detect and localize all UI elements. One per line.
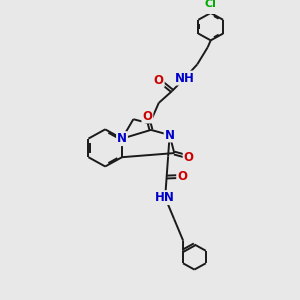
Text: N: N bbox=[117, 132, 127, 145]
Text: N: N bbox=[165, 128, 175, 142]
Text: NH: NH bbox=[175, 72, 195, 85]
Text: O: O bbox=[142, 110, 152, 122]
Text: HN: HN bbox=[155, 191, 175, 204]
Text: O: O bbox=[184, 151, 194, 164]
Text: O: O bbox=[154, 74, 164, 87]
Text: O: O bbox=[177, 170, 187, 183]
Text: Cl: Cl bbox=[205, 0, 217, 9]
